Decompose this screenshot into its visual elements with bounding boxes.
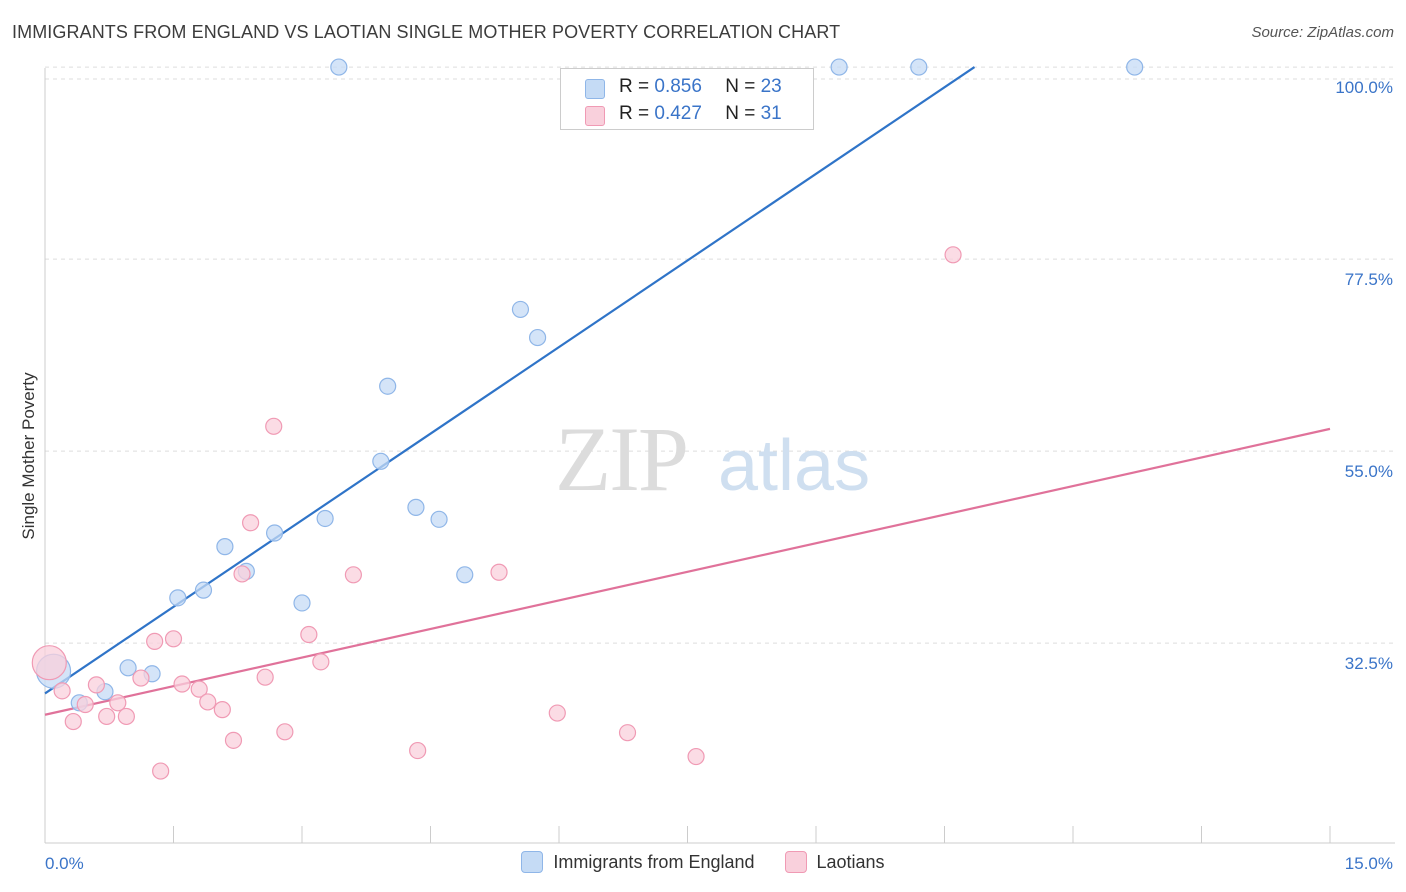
axes (44, 68, 1395, 844)
data-points (31, 58, 1144, 780)
laotians-point-17 (233, 565, 251, 583)
england-point-18 (511, 300, 530, 319)
england-point-15 (407, 498, 425, 516)
laotians-point-15 (213, 701, 231, 719)
r-value-laotians: 0.427 (654, 103, 702, 124)
laotians-point-9 (146, 632, 164, 650)
r-value-england: 0.856 (654, 76, 702, 97)
england-point-12 (330, 58, 348, 76)
laotians-point-16 (224, 731, 243, 749)
y-tick-label-0: 32.5% (1345, 654, 1393, 673)
laotians-point-11 (164, 630, 183, 648)
watermark-atlas: atlas (718, 426, 870, 506)
laotians-point-20 (265, 417, 283, 435)
laotians-point-29 (687, 747, 705, 766)
laotians-point-13 (190, 680, 208, 698)
laotians-point-21 (276, 723, 294, 741)
england-point-7 (216, 538, 234, 556)
trend-lines (44, 66, 1331, 716)
england-point-22 (1126, 58, 1144, 76)
england-point-16 (430, 510, 448, 528)
legend-label-england: Immigrants from England (553, 851, 755, 872)
y-axis-label: Single Mother Poverty (19, 372, 38, 540)
england-point-9 (265, 524, 284, 542)
y-tick-label-2: 77.5% (1345, 270, 1393, 289)
england-point-14 (379, 377, 397, 395)
laotians-point-2 (64, 712, 82, 731)
watermark: ZIP atlas (555, 408, 870, 510)
laotians-point-3 (76, 695, 94, 714)
laotians-point-0 (31, 645, 67, 681)
laotians-point-28 (618, 724, 637, 742)
laotians-point-23 (312, 653, 330, 671)
stats-swatch-england (585, 79, 605, 99)
n-value-laotians: 31 (760, 103, 782, 124)
y-axis-label-group: Single Mother Poverty (19, 372, 38, 540)
laotians-point-25 (409, 741, 427, 760)
stats-swatch-laotians (585, 106, 605, 126)
laotians-point-8 (132, 669, 150, 687)
england-point-19 (528, 328, 547, 347)
source-credit: Source: ZipAtlas.com (1251, 24, 1394, 41)
laotians-point-1 (53, 682, 71, 700)
legend-swatch-laotians (784, 851, 807, 873)
x-tick-label-1: 15.0% (1345, 854, 1393, 873)
laotians-point-4 (87, 676, 106, 694)
n-label-laotians: N = (725, 103, 761, 124)
laotians-point-19 (256, 668, 274, 686)
n-value-england: 23 (760, 76, 782, 97)
laotians-point-6 (109, 694, 127, 712)
r-label-laotians: R = (619, 103, 655, 124)
laotians-point-5 (98, 707, 116, 726)
y-tick-label-3: 100.0% (1335, 78, 1393, 97)
legend-swatch-england (521, 851, 544, 873)
laotians-point-26 (490, 563, 508, 581)
legend-item-laotians[interactable]: Laotians (784, 851, 885, 873)
england-point-3 (119, 659, 137, 677)
chart-legend: Immigrants from England Laotians (0, 851, 1406, 873)
laotians-point-22 (300, 625, 318, 644)
laotians-point-30 (944, 246, 962, 264)
laotians-point-18 (242, 514, 260, 532)
laotians-point-24 (344, 566, 362, 584)
chart-title: IMMIGRANTS FROM ENGLAND VS LAOTIAN SINGL… (12, 22, 841, 42)
x-tick-label-0: 0.0% (45, 854, 84, 873)
laotians-point-10 (152, 762, 170, 780)
england-point-5 (169, 589, 187, 607)
england-point-11 (316, 509, 334, 528)
laotians-point-27 (548, 704, 566, 722)
england-point-20 (830, 58, 848, 76)
correlation-stats-box: R = 0.856 N = 23 R = 0.427 N = 31 (560, 68, 814, 130)
legend-label-laotians: Laotians (816, 851, 885, 872)
england-point-13 (372, 452, 390, 470)
england-point-21 (910, 58, 928, 76)
laotians-point-12 (173, 675, 191, 693)
stats-row-england: R = 0.856 N = 23 (585, 76, 782, 99)
england-point-17 (456, 566, 474, 584)
axis-ticks: 32.5% 55.0% 77.5% 100.0% 0.0% 15.0% (45, 78, 1393, 873)
laotians-point-14 (199, 693, 217, 711)
england-point-6 (194, 581, 213, 599)
laotians-trend-line (44, 427, 1331, 716)
y-tick-label-1: 55.0% (1345, 462, 1393, 481)
stats-row-laotians: R = 0.427 N = 31 (585, 103, 782, 126)
r-label-england: R = (619, 76, 655, 97)
england-point-10 (293, 594, 311, 612)
legend-item-england[interactable]: Immigrants from England (521, 851, 755, 873)
n-label-england: N = (725, 76, 761, 97)
laotians-point-7 (117, 707, 135, 726)
watermark-zip: ZIP (555, 408, 687, 510)
